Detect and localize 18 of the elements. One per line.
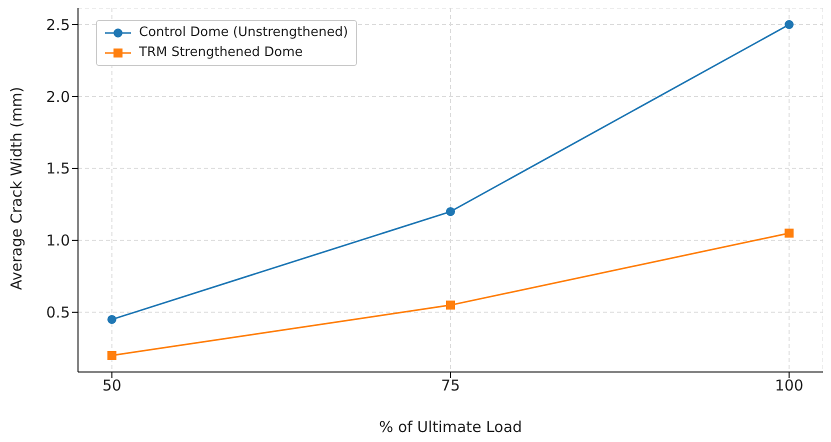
y-axis-title: Average Crack Width (mm) <box>7 86 26 290</box>
y-tick-label: 1.5 <box>46 160 70 178</box>
point <box>784 228 794 238</box>
y-tick-label: 2.5 <box>46 16 70 34</box>
x-axis-title: % of Ultimate Load <box>378 418 522 436</box>
point <box>784 20 794 30</box>
x-tick-label: 50 <box>102 376 122 395</box>
y-tick-label: 0.5 <box>46 304 70 322</box>
point <box>107 314 116 324</box>
legend-label: TRM Strengthened Dome <box>139 44 303 62</box>
point <box>107 350 116 360</box>
point <box>446 300 455 310</box>
point <box>446 207 455 216</box>
legend-label: Control Dome (Unstrengthened) <box>139 24 348 42</box>
y-tick-label: 2.0 <box>46 88 70 106</box>
y-tick-label: 1.0 <box>46 232 70 250</box>
x-tick-label: 100 <box>774 376 804 395</box>
x-tick-label: 75 <box>440 376 460 395</box>
